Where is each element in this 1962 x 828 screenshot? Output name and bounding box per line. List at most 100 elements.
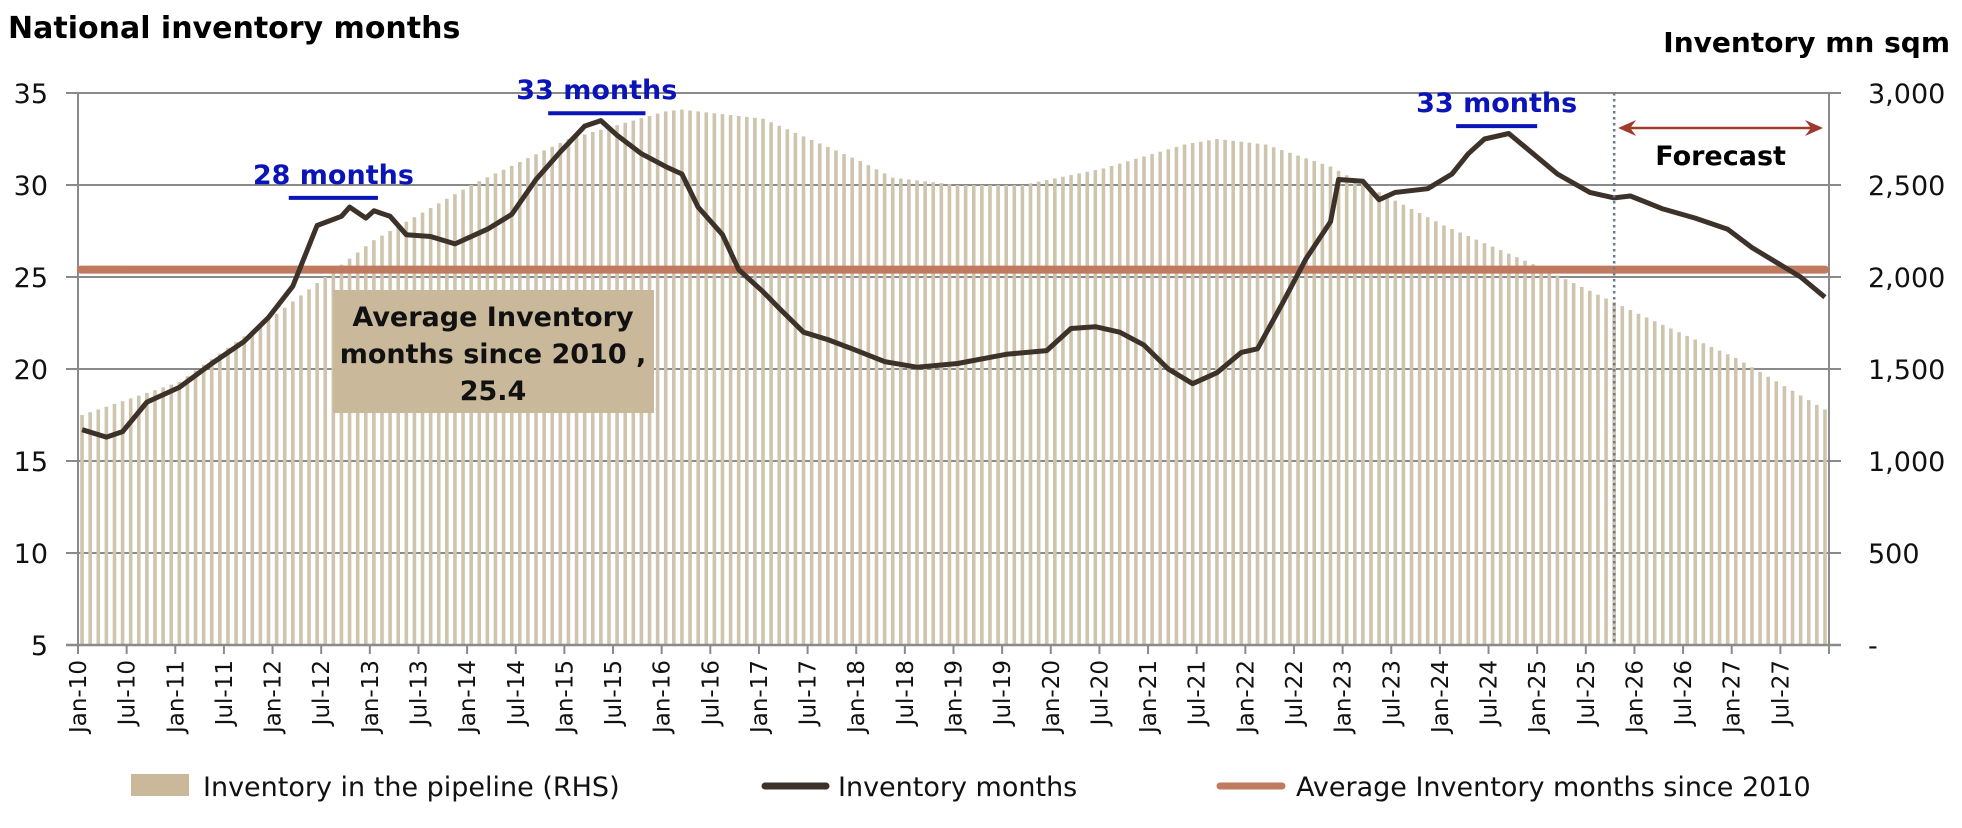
pipeline-bar xyxy=(153,390,157,645)
pipeline-bar xyxy=(250,330,255,645)
x-tick-label: Jan-12 xyxy=(261,660,287,735)
pipeline-bar xyxy=(1012,185,1017,645)
pipeline-bar xyxy=(753,117,757,646)
pipeline-bar xyxy=(412,217,417,645)
pipeline-bar xyxy=(777,125,782,645)
pipeline-bar xyxy=(1766,376,1771,645)
pipeline-bar xyxy=(355,252,360,645)
right-tick-label: 1,000 xyxy=(1868,447,1945,478)
x-tick-label: Jul-20 xyxy=(1087,660,1113,727)
pipeline-bar xyxy=(1604,298,1608,645)
pipeline-bar xyxy=(882,173,887,645)
pipeline-bar xyxy=(1596,294,1600,645)
pipeline-bar xyxy=(688,110,692,646)
pipeline-bar xyxy=(809,139,814,646)
pipeline-bar xyxy=(1409,208,1414,646)
average-annotation-box xyxy=(333,290,654,413)
right-tick-label: 1,500 xyxy=(1868,355,1945,386)
pipeline-bar xyxy=(128,398,133,645)
x-tick-label: Jan-17 xyxy=(747,660,773,735)
pipeline-bar xyxy=(469,185,473,645)
pipeline-bar xyxy=(436,203,441,645)
chart-title: National inventory months xyxy=(8,11,460,46)
pipeline-bar xyxy=(1571,283,1576,645)
pipeline-bar xyxy=(1555,275,1560,645)
pipeline-bar xyxy=(145,392,149,645)
pipeline-bar xyxy=(96,409,101,645)
pipeline-bar xyxy=(1344,175,1349,646)
pipeline-bar xyxy=(274,313,279,645)
x-tick-label: Jul-25 xyxy=(1574,660,1600,727)
pipeline-bar xyxy=(209,359,214,645)
forecast-arrow-left-head xyxy=(1618,120,1637,136)
inventory-months-line xyxy=(81,118,1827,440)
pipeline-bar xyxy=(728,115,733,645)
pipeline-bar xyxy=(1717,350,1722,645)
pipeline-bar xyxy=(1490,246,1495,645)
pipeline-bar xyxy=(696,111,700,645)
left-tick-label: 10 xyxy=(14,539,48,570)
pipeline-bar xyxy=(1280,150,1284,646)
x-tick-label: Jul-13 xyxy=(406,660,432,727)
pipeline-bar xyxy=(372,240,376,645)
pipeline-bar xyxy=(1117,163,1122,645)
x-tick-label: Jul-17 xyxy=(796,660,822,727)
pipeline-bar xyxy=(136,395,141,645)
pipeline-bar xyxy=(315,283,319,645)
pipeline-bar xyxy=(899,178,903,645)
pipeline-bar xyxy=(1677,332,1681,645)
pipeline-bar xyxy=(1166,149,1171,645)
pipeline-bar xyxy=(1742,362,1746,645)
pipeline-bar xyxy=(323,277,328,645)
x-tick-label: Jan-11 xyxy=(163,660,189,735)
pipeline-bar xyxy=(453,194,457,645)
pipeline-bar xyxy=(177,381,182,645)
pipeline-bar xyxy=(120,401,125,645)
right-tick-label: 500 xyxy=(1868,539,1920,570)
x-tick-label: Jan-14 xyxy=(455,660,481,735)
pipeline-bar xyxy=(388,231,392,645)
pipeline-bar xyxy=(1352,179,1357,646)
pipeline-bar xyxy=(907,179,911,646)
pipeline-bar xyxy=(793,132,798,646)
pipeline-bar xyxy=(307,289,311,645)
pipeline-bar xyxy=(1255,143,1260,645)
pipeline-bar xyxy=(258,325,263,645)
right-tick-label: 2,000 xyxy=(1868,263,1945,294)
pipeline-bar xyxy=(363,246,368,645)
pipeline-bar xyxy=(996,185,1000,645)
x-tick-label: Jan-19 xyxy=(942,660,968,735)
left-tick-label: 5 xyxy=(31,631,48,662)
pipeline-bar xyxy=(1044,180,1049,646)
pipeline-bar xyxy=(282,307,287,645)
pipeline-bar xyxy=(1109,166,1114,645)
pipeline-bar xyxy=(1442,225,1446,646)
x-tick-label: Jul-27 xyxy=(1768,660,1794,727)
pipeline-bar xyxy=(1028,183,1033,645)
legend-label-average: Average Inventory months since 2010 xyxy=(1296,772,1811,803)
pipeline-bar xyxy=(1036,181,1041,646)
x-tick-label: Jul-12 xyxy=(309,660,335,727)
forecast-arrow-right-head xyxy=(1805,120,1823,136)
pipeline-bar xyxy=(420,212,425,645)
right-tick-label: 2,500 xyxy=(1868,171,1945,202)
pipeline-bar xyxy=(1466,235,1471,645)
pipeline-bar xyxy=(1458,232,1462,646)
right-tick-label: 3,000 xyxy=(1868,79,1945,110)
legend-swatch-pipeline xyxy=(131,774,189,796)
pipeline-bar xyxy=(1515,257,1519,645)
pipeline-bar xyxy=(1652,321,1657,645)
pipeline-bar xyxy=(1093,170,1098,645)
x-tick-label: Jul-22 xyxy=(1282,660,1308,727)
x-tick-label: Jan-18 xyxy=(844,660,870,735)
x-tick-label: Jul-26 xyxy=(1671,660,1697,727)
pipeline-bar xyxy=(866,165,871,646)
pipeline-bar xyxy=(980,185,984,645)
pipeline-bar xyxy=(1450,228,1454,645)
pipeline-bar xyxy=(1798,395,1803,645)
pipeline-bar xyxy=(850,157,854,646)
pipeline-bar xyxy=(1693,339,1698,645)
legend-label-pipeline: Inventory in the pipeline (RHS) xyxy=(203,772,620,803)
legend-label-inventory-months: Inventory months xyxy=(838,772,1077,803)
